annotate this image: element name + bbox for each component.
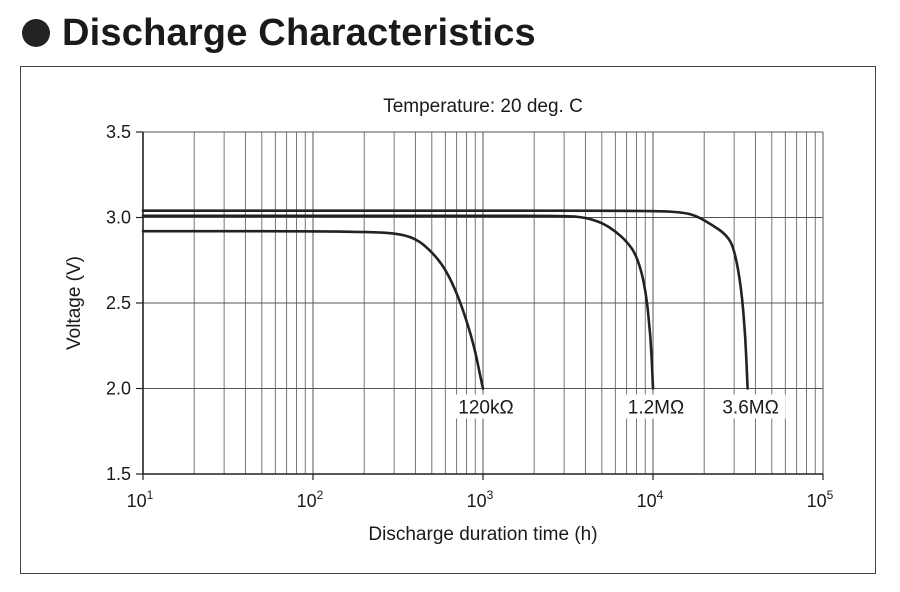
series-label-bg bbox=[621, 394, 691, 419]
x-tick-label: 102 bbox=[297, 488, 324, 511]
series-label-bg bbox=[451, 394, 521, 419]
x-tick-label: 103 bbox=[467, 488, 494, 511]
series-line-0 bbox=[141, 229, 485, 390]
page-title: Discharge Characteristics bbox=[62, 11, 536, 54]
series-line-1 bbox=[141, 214, 655, 390]
y-tick-label: 1.5 bbox=[106, 464, 131, 484]
y-tick-label: 3.5 bbox=[106, 122, 131, 142]
y-tick-label: 2.5 bbox=[106, 293, 131, 313]
y-tick-label: 3.0 bbox=[106, 208, 131, 228]
y-tick-label: 2.0 bbox=[106, 379, 131, 399]
series-label-bg bbox=[715, 394, 786, 419]
x-tick-label: 101 bbox=[127, 488, 154, 511]
series-line-2 bbox=[141, 209, 749, 390]
x-tick-label: 104 bbox=[637, 488, 664, 511]
chart-title: Temperature: 20 deg. C bbox=[383, 96, 583, 117]
page-heading: Discharge Characteristics bbox=[22, 10, 536, 56]
series-label: 120kΩ bbox=[458, 398, 513, 419]
series-label: 1.2MΩ bbox=[628, 398, 684, 419]
chart-frame bbox=[20, 66, 876, 574]
bullet-icon bbox=[22, 19, 50, 47]
y-axis-label: Voltage (V) bbox=[64, 256, 85, 350]
series-label: 3.6MΩ bbox=[722, 398, 778, 419]
x-axis-label: Discharge duration time (h) bbox=[368, 524, 597, 545]
x-tick-label: 105 bbox=[807, 488, 834, 511]
